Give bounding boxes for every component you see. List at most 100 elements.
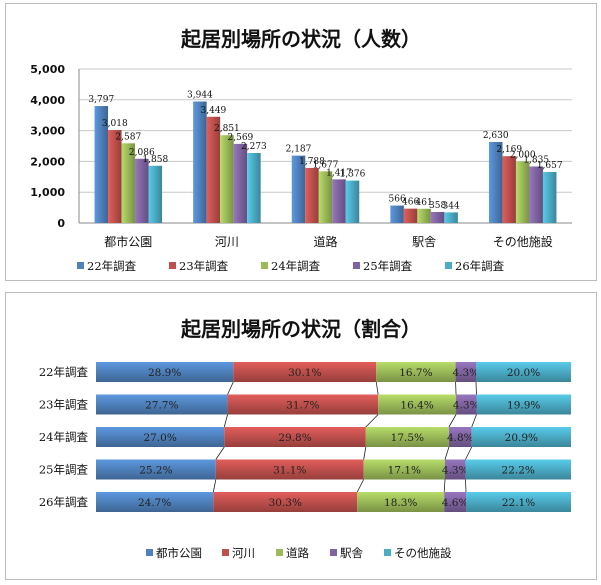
bar: [332, 179, 346, 223]
data-label: 566: [389, 195, 406, 205]
bar-segment: [476, 394, 571, 415]
segment-label: 27.7%: [145, 400, 178, 412]
legend-swatch: [384, 549, 391, 556]
y-tick-label: 3,000: [30, 125, 65, 138]
x-category-label: 都市公園: [104, 234, 152, 249]
bar: [542, 171, 557, 223]
legend-label: 都市公園: [156, 546, 202, 560]
bar: [502, 156, 516, 223]
bar-segment: [96, 427, 225, 447]
row-label: 26年調査: [39, 495, 89, 509]
bar: [529, 166, 543, 223]
bar-segment: [455, 362, 476, 382]
legend-swatch: [146, 549, 153, 556]
legend-swatch: [353, 262, 360, 269]
bar: [515, 161, 530, 223]
data-label: 1,376: [340, 170, 366, 180]
segment-label: 4.8%: [447, 432, 474, 444]
segment-label: 30.3%: [269, 497, 302, 509]
bar: [233, 143, 248, 223]
data-label: 2,187: [286, 145, 312, 155]
segment-label: 16.7%: [399, 367, 432, 379]
data-label: 1,657: [537, 161, 563, 171]
legend-swatch: [330, 549, 337, 556]
bar-segment: [376, 362, 456, 382]
bar-segment: [471, 427, 571, 447]
bar-segment: [465, 459, 571, 480]
series-connector-line: [363, 446, 367, 460]
data-label: 2,569: [228, 133, 254, 143]
segment-label: 4.3%: [452, 367, 479, 379]
segment-label: 4.3%: [442, 465, 469, 477]
data-label: 1,788: [299, 157, 325, 167]
bar: [247, 152, 261, 223]
bar-segment: [224, 427, 366, 447]
row-label: 22年調査: [39, 365, 89, 379]
bar: [318, 171, 333, 223]
chart-panel-ratio: 起居別場所の状況（割合） 22年調査 28.9% 30.1% 16.7% 4.3% 20.0…: [5, 292, 597, 580]
legend-swatch: [222, 549, 229, 556]
legend-label: 22年調査: [87, 259, 137, 273]
data-label: 2,000: [510, 150, 536, 160]
y-tick-label: 4,000: [30, 94, 65, 107]
segment-label: 20.0%: [507, 367, 540, 379]
series-connector-line: [356, 479, 365, 493]
data-label: 2,273: [241, 142, 267, 152]
bar-segment: [96, 492, 214, 512]
series-connector-line: [448, 414, 457, 428]
bar: [417, 208, 431, 223]
segment-label: 16.4%: [400, 400, 433, 412]
bar: [444, 212, 458, 223]
bar: [94, 106, 109, 223]
segment-label: 18.3%: [384, 497, 417, 509]
segment-label: 24.7%: [138, 497, 171, 509]
count-bar-chart: 起居別場所の状況（人数） 0 1,000 2,000 3,000 4,000 5,000 都市…: [30, 27, 572, 273]
bar: [403, 208, 418, 223]
series-connector-line: [375, 381, 379, 395]
row-label: 23年調査: [39, 398, 89, 412]
legend-swatch: [261, 262, 268, 269]
data-label: 3,944: [187, 91, 213, 101]
data-label: 3,797: [88, 95, 114, 105]
chart-title: 起居別場所の状況（割合）: [180, 317, 421, 341]
series-connector-line: [471, 414, 477, 428]
bar: [305, 167, 319, 223]
bar-segment: [215, 459, 364, 480]
legend-swatch: [169, 262, 176, 269]
data-label: 2,630: [483, 131, 509, 141]
data-label: 344: [443, 201, 460, 211]
x-category-label: 道路: [313, 234, 337, 249]
segment-label: 17.5%: [391, 432, 424, 444]
segment-label: 28.9%: [148, 367, 181, 379]
bar-segment: [227, 394, 379, 415]
segment-label: 22.2%: [502, 465, 535, 477]
bar-segment: [444, 492, 467, 512]
chart-panel-count: 起居別場所の状況（人数） 0 1,000 2,000 3,000 4,000 5,000 都市…: [5, 3, 597, 281]
data-label: 1,835: [523, 155, 549, 165]
y-tick-label: 1,000: [30, 186, 65, 199]
segment-label: 17.1%: [388, 465, 421, 477]
legend-label: 道路: [286, 546, 309, 560]
series-connector-line: [444, 446, 450, 460]
bar: [430, 211, 445, 223]
data-label: 2,086: [129, 148, 155, 158]
x-category-label: 河川: [215, 235, 239, 249]
bar-segment: [96, 459, 216, 480]
bar-segment: [456, 394, 477, 415]
data-label: 466: [402, 198, 419, 208]
legend-swatch: [77, 262, 84, 269]
legend-swatch: [445, 262, 452, 269]
bar: [148, 165, 163, 223]
x-category-label: 駅舎: [412, 235, 436, 249]
bar: [291, 155, 306, 223]
bar-segment: [448, 427, 472, 447]
segment-label: 31.1%: [273, 465, 306, 477]
data-label: 2,851: [214, 124, 240, 134]
ratio-stacked-bar-chart: 起居別場所の状況（割合） 22年調査 28.9% 30.1% 16.7% 4.3% 20.0…: [39, 317, 571, 560]
bar-segment: [466, 492, 571, 512]
y-tick-label: 2,000: [30, 155, 65, 168]
series-connector-line: [227, 381, 234, 395]
segment-label: 19.9%: [507, 400, 540, 412]
bar-segment: [378, 394, 457, 415]
x-category-label: その他施設: [493, 234, 553, 249]
